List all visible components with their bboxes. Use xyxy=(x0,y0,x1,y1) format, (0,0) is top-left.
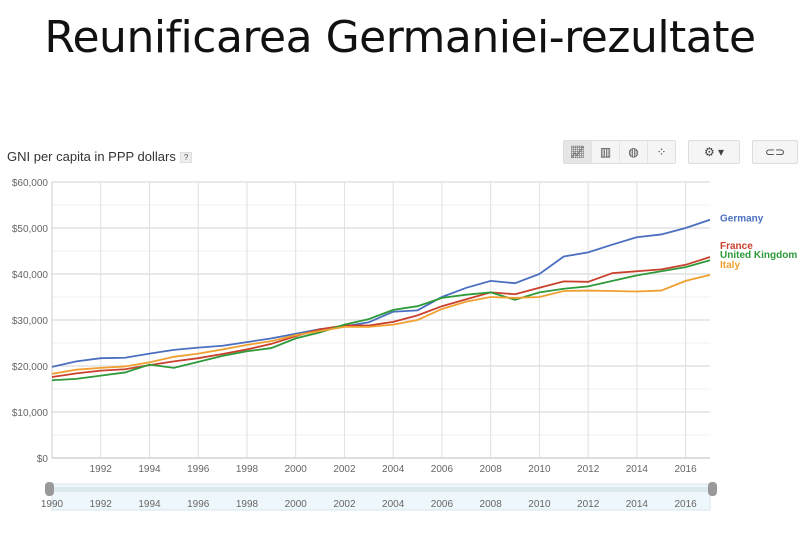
y-tick-label: $50,000 xyxy=(12,224,49,235)
y-tick-label: $40,000 xyxy=(12,270,49,281)
chart-title: GNI per capita in PPP dollars? xyxy=(7,149,193,164)
chart-title-text: GNI per capita in PPP dollars xyxy=(7,149,176,164)
x-tick-label: 1996 xyxy=(187,464,210,475)
x-tick-label: 2008 xyxy=(480,464,503,475)
range-tick-label: 2014 xyxy=(626,499,649,510)
legend-label: Germany xyxy=(720,214,764,225)
legend-label: France xyxy=(720,241,753,252)
x-tick-label: 2006 xyxy=(431,464,454,475)
series-line-united-kingdom xyxy=(51,259,711,382)
legend-label: Italy xyxy=(720,260,740,271)
line-chart-icon[interactable]: 📈︎ xyxy=(564,141,592,163)
x-tick-label: 1994 xyxy=(138,464,161,475)
y-tick-label: $0 xyxy=(37,454,49,465)
y-tick-label: $20,000 xyxy=(12,362,49,373)
link-icon[interactable]: ⊂⊃ xyxy=(764,145,786,159)
x-tick-label: 2000 xyxy=(285,464,308,475)
range-handle-left[interactable] xyxy=(45,482,54,496)
y-tick-label: $10,000 xyxy=(12,408,49,419)
globe-icon[interactable]: ◍ xyxy=(620,141,648,163)
range-handle-right[interactable] xyxy=(708,482,717,496)
x-tick-label: 1998 xyxy=(236,464,259,475)
range-tick-label: 2010 xyxy=(528,499,551,510)
x-tick-label: 2004 xyxy=(382,464,405,475)
range-tick-label: 2006 xyxy=(431,499,454,510)
x-tick-label: 2016 xyxy=(675,464,698,475)
chart-type-group: 📈︎ ▥ ◍ ⁘ xyxy=(563,140,676,164)
range-slider-bar xyxy=(52,487,710,492)
series-line-germany xyxy=(51,218,711,368)
x-tick-label: 1992 xyxy=(90,464,113,475)
help-button[interactable]: ? xyxy=(179,152,193,164)
gear-icon[interactable]: ⚙ ▾ xyxy=(703,145,725,159)
legend-label: United Kingdom xyxy=(720,250,797,261)
bar-chart-icon[interactable]: ▥ xyxy=(592,141,620,163)
y-tick-label: $30,000 xyxy=(12,316,49,327)
range-tick-label: 2004 xyxy=(382,499,405,510)
settings-button[interactable]: ⚙ ▾ xyxy=(688,140,740,164)
range-tick-label: 2016 xyxy=(675,499,698,510)
x-tick-label: 2002 xyxy=(333,464,356,475)
range-tick-label: 2012 xyxy=(577,499,600,510)
range-tick-label: 2008 xyxy=(480,499,503,510)
range-tick-label: 2000 xyxy=(285,499,308,510)
series-line-france xyxy=(51,256,711,378)
scatter-icon[interactable]: ⁘ xyxy=(656,145,667,159)
range-tick-label: 1992 xyxy=(90,499,113,510)
link-button[interactable]: ⊂⊃ xyxy=(752,140,798,164)
x-tick-label: 2014 xyxy=(626,464,649,475)
range-tick-label: 1990 xyxy=(41,499,64,510)
y-tick-label: $60,000 xyxy=(12,178,49,189)
range-tick-label: 1998 xyxy=(236,499,259,510)
chart-toolbar: 📈︎ ▥ ◍ ⁘ ⚙ ▾ ⊂⊃ xyxy=(563,140,798,164)
x-tick-label: 2012 xyxy=(577,464,600,475)
series-line-italy xyxy=(51,274,711,375)
x-tick-label: 2010 xyxy=(528,464,551,475)
slide-title: Reunificarea Germaniei-rezultate xyxy=(44,12,756,63)
range-tick-label: 1996 xyxy=(187,499,210,510)
range-tick-label: 1994 xyxy=(138,499,161,510)
range-tick-label: 2002 xyxy=(333,499,356,510)
